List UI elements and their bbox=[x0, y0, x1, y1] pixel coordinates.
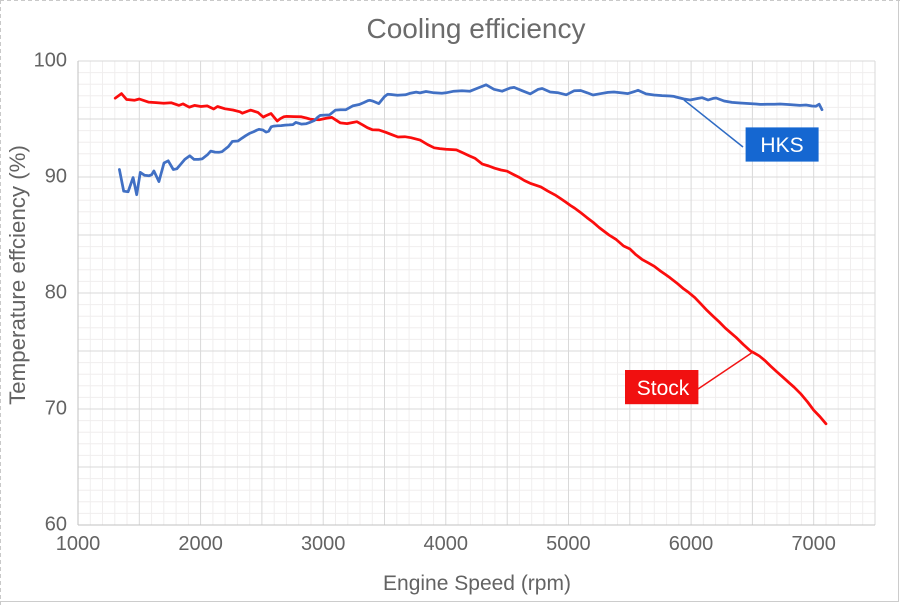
svg-text:7000: 7000 bbox=[791, 533, 836, 555]
svg-text:3000: 3000 bbox=[301, 533, 346, 555]
svg-text:5000: 5000 bbox=[546, 533, 591, 555]
svg-text:4000: 4000 bbox=[424, 533, 469, 555]
svg-text:Engine Speed (rpm): Engine Speed (rpm) bbox=[383, 572, 571, 595]
svg-text:90: 90 bbox=[45, 166, 67, 188]
svg-text:HKS: HKS bbox=[760, 134, 803, 157]
svg-text:100: 100 bbox=[34, 50, 67, 72]
svg-text:6000: 6000 bbox=[669, 533, 714, 555]
svg-text:2000: 2000 bbox=[178, 533, 223, 555]
svg-text:60: 60 bbox=[45, 514, 67, 536]
svg-text:Cooling efficiency: Cooling efficiency bbox=[367, 13, 586, 44]
svg-text:80: 80 bbox=[45, 282, 67, 304]
svg-text:Stock: Stock bbox=[637, 377, 690, 400]
svg-text:Temperature effciency (%): Temperature effciency (%) bbox=[5, 145, 30, 405]
svg-text:70: 70 bbox=[45, 398, 67, 420]
svg-text:1000: 1000 bbox=[56, 533, 101, 555]
